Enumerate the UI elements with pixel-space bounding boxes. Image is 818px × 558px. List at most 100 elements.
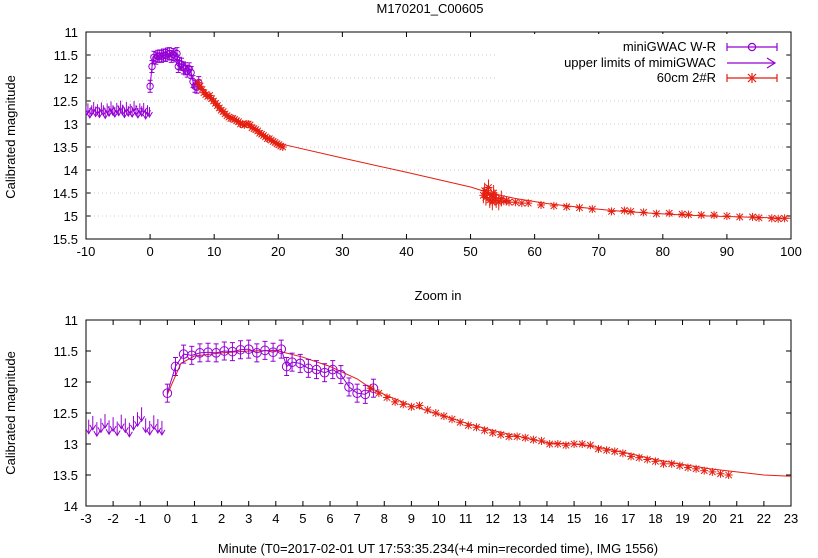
top-x-tick-label: 90 xyxy=(720,244,734,259)
bottom-minigwac-point xyxy=(170,357,181,376)
bottom-60cm-point xyxy=(675,461,684,470)
bottom-upper-limit-arrow xyxy=(138,407,146,423)
bottom-60cm-point xyxy=(716,469,725,478)
bottom-x-tick-label: -3 xyxy=(80,511,92,526)
bottom-minigwac-point xyxy=(295,353,306,373)
top-y-tick-label: 14 xyxy=(64,163,78,178)
bottom-minigwac-point xyxy=(311,360,322,380)
bottom-60cm-point xyxy=(456,418,465,427)
bottom-y-tick-label: 12.5 xyxy=(53,406,78,421)
bottom-x-tick-label: 6 xyxy=(326,511,333,526)
bottom-upper-limit-arrow xyxy=(89,415,97,431)
bottom-y-tick-label: 13 xyxy=(64,437,78,452)
bottom-upper-limit-arrow xyxy=(158,420,166,436)
bottom-60cm-point xyxy=(399,400,408,409)
bottom-minigwac-point xyxy=(360,384,371,404)
bottom-60cm-point xyxy=(472,423,481,432)
top-x-tick-label: 0 xyxy=(146,244,153,259)
bottom-upper-limit-arrow xyxy=(105,420,113,436)
top-plot-frame xyxy=(85,31,792,240)
bottom-y-tick-label: 14 xyxy=(64,499,78,514)
bottom-60cm-point xyxy=(618,449,627,458)
bottom-x-tick-label: 7 xyxy=(354,511,361,526)
bottom-minigwac-point xyxy=(336,365,346,385)
bottom-60cm-point xyxy=(464,421,473,430)
top-x-tick-label: 40 xyxy=(399,244,413,259)
bottom-fit-line xyxy=(166,349,791,477)
bottom-minigwac-point xyxy=(303,358,314,378)
bottom-x-tick-label: 18 xyxy=(648,511,662,526)
bottom-minigwac-point xyxy=(276,339,287,359)
bottom-60cm-point xyxy=(643,455,652,464)
bottom-x-tick-label: 11 xyxy=(459,511,473,526)
bottom-60cm-point xyxy=(529,435,538,444)
bottom-x-tick-label: 9 xyxy=(408,511,415,526)
bottom-60cm-point xyxy=(423,405,432,414)
legend-marker-minigwac xyxy=(726,42,778,52)
top-y-tick-label: 15.5 xyxy=(53,232,78,247)
bottom-minigwac-point xyxy=(281,357,292,376)
bottom-x-tick-label: 22 xyxy=(757,511,771,526)
bottom-plot-area: -3 -2 -1 0 1 2 3 4 5 6 7 8 9 10 11 12 13 14 15 16 17 18 19 20 21… xyxy=(53,313,799,526)
bottom-60cm-point xyxy=(724,471,733,479)
bottom-x-tick-label: 15 xyxy=(567,511,581,526)
bottom-60cm-point xyxy=(594,444,603,453)
bottom-x-tick-label: 8 xyxy=(381,511,388,526)
bottom-60cm-point xyxy=(415,401,424,410)
bottom-60cm-point xyxy=(561,441,570,450)
bottom-upper-limit-arrow xyxy=(97,418,105,434)
bottom-60cm-point xyxy=(496,430,505,439)
bottom-60cm-point xyxy=(570,440,579,448)
bottom-minigwac-point xyxy=(319,363,330,383)
bottom-upper-limit-arrow xyxy=(146,420,154,436)
top-x-tick-label: 30 xyxy=(335,244,349,259)
bottom-60cm-point xyxy=(505,432,513,441)
top-60cm-point xyxy=(607,207,616,216)
bottom-60cm-point xyxy=(659,459,668,468)
bottom-upper-limit-arrow xyxy=(113,421,121,437)
legend-marker-60cm xyxy=(726,73,778,83)
top-x-tick-label: 60 xyxy=(527,244,541,259)
top-60cm-point xyxy=(780,214,789,223)
legend-label-minigwac: miniGWAC W-R xyxy=(623,39,716,54)
bottom-minigwac-point xyxy=(344,377,354,397)
legend-marker-upper-limits xyxy=(727,57,777,69)
top-y-tick-label: 15 xyxy=(64,209,78,224)
bottom-60cm-point xyxy=(545,440,554,448)
legend-label-60cm: 60cm 2#R xyxy=(657,70,716,85)
bottom-upper-limit-arrow xyxy=(130,415,137,431)
bottom-60cm-point xyxy=(513,432,522,441)
top-60cm-point xyxy=(697,211,706,220)
top-60cm-point xyxy=(652,209,661,218)
bottom-60cm-point xyxy=(382,393,391,402)
top-60cm-point xyxy=(278,143,287,151)
top-x-tick-label: 100 xyxy=(780,244,802,259)
bottom-60cm-point xyxy=(578,440,587,448)
top-60cm-point xyxy=(524,199,533,208)
bottom-60cm-point xyxy=(374,389,383,398)
bottom-upper-limit-arrow xyxy=(121,418,129,434)
top-60cm-point xyxy=(735,212,744,221)
bottom-x-tick-label: 21 xyxy=(730,511,744,526)
top-60cm-point xyxy=(722,212,731,220)
bottom-upper-limit-arrow xyxy=(86,419,93,435)
top-y-tick-label: 14.5 xyxy=(53,186,78,201)
bottom-60cm-point xyxy=(683,463,692,472)
top-y-tick-label: 13.5 xyxy=(53,140,78,155)
bottom-upper-limit-arrow xyxy=(109,417,117,433)
bottom-minigwac-point xyxy=(252,343,262,363)
bottom-x-tick-label: 20 xyxy=(702,511,716,526)
legend-label-upper-limits: upper limits of mimiGWAC xyxy=(564,55,716,70)
bottom-60cm-point xyxy=(586,441,595,450)
top-60cm-point xyxy=(620,206,629,215)
top-60cm-point xyxy=(748,212,757,221)
top-60cm-point xyxy=(639,208,648,217)
bottom-60cm-point xyxy=(635,453,644,462)
bottom-upper-limit-arrow xyxy=(142,418,150,434)
top-y-tick-label: 12.5 xyxy=(53,94,78,109)
bottom-x-tick-label: 5 xyxy=(299,511,306,526)
bottom-x-tick-label: 2 xyxy=(218,511,225,526)
bottom-x-tick-label: 1 xyxy=(191,511,198,526)
top-upper-limit-arrow xyxy=(146,107,153,119)
